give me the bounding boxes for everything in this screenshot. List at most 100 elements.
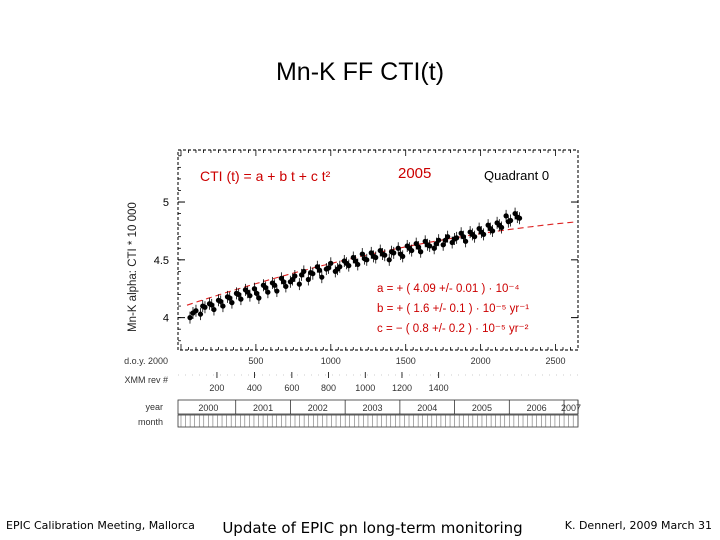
rev-tick-label: 600 — [284, 383, 299, 393]
data-point — [272, 282, 278, 288]
day-axis-label: d.o.y. 2000 — [124, 356, 168, 366]
data-point — [211, 306, 217, 313]
data-point — [283, 283, 289, 290]
data-point — [379, 251, 386, 257]
data-point — [433, 241, 440, 247]
y-tick-label: 5 — [163, 197, 169, 209]
data-point — [236, 291, 242, 298]
data-point — [463, 238, 469, 244]
day-tick-label: 1000 — [321, 356, 341, 366]
day-tick-label: 1500 — [396, 356, 416, 366]
data-point — [388, 249, 395, 255]
year-label: 2005 — [472, 403, 492, 413]
month-row — [177, 414, 579, 428]
data-point — [514, 214, 520, 220]
data-point — [440, 242, 446, 248]
month-row-label: month — [138, 417, 163, 427]
y-tick-label: 4 — [163, 313, 169, 325]
data-point — [298, 272, 305, 278]
y-axis-label: Mn-K alpha: CTI * 10 000 — [127, 202, 139, 332]
quadrant-label: Quadrant 0 — [484, 168, 549, 183]
data-point — [359, 251, 365, 257]
day-tick-label: 2000 — [471, 356, 491, 366]
data-point — [451, 236, 458, 242]
data-point — [218, 298, 224, 305]
param-b: b = + ( 1.6 +/- 0.1 ) · 10⁻⁵ yr⁻¹ — [377, 303, 529, 315]
data-point — [386, 257, 392, 263]
day-tick-label: 500 — [248, 356, 263, 366]
data-point — [334, 266, 341, 272]
data-point — [256, 295, 262, 301]
data-point — [460, 234, 466, 240]
data-point — [343, 260, 350, 266]
rev-tick-label: 800 — [321, 383, 336, 393]
data-point — [503, 213, 509, 219]
rev-tick-label: 1000 — [355, 383, 375, 393]
year-label: 2002 — [308, 403, 328, 413]
data-point — [227, 295, 233, 301]
data-point — [316, 267, 323, 273]
data-point — [296, 281, 302, 287]
year-2005-label: 2005 — [398, 165, 431, 182]
data-point — [254, 290, 260, 296]
year-label: 2006 — [527, 403, 547, 413]
data-point — [418, 249, 424, 255]
data-point — [415, 244, 422, 250]
data-point — [238, 296, 244, 302]
rev-tick-label: 200 — [209, 383, 224, 393]
data-point — [229, 300, 235, 306]
year-label: 2003 — [362, 403, 382, 413]
data-point — [200, 303, 206, 309]
footer-author-date: K. Dennerl, 2009 March 31 — [564, 519, 712, 532]
plot-frame — [177, 149, 579, 351]
year-label: 2007 — [561, 403, 581, 413]
data-point — [395, 245, 401, 251]
data-point — [352, 258, 359, 264]
data-point — [325, 265, 332, 271]
data-point — [290, 276, 296, 283]
data-point — [251, 286, 258, 292]
param-c: c = − ( 0.8 +/- 0.2 ) · 10⁻⁵ yr⁻² — [377, 323, 529, 335]
fit-equation: CTI (t) = a + b t + c t² — [200, 168, 331, 184]
data-point — [478, 229, 484, 235]
year-label: 2001 — [253, 403, 273, 413]
slide-title: Mn-K FF CTI(t) — [275, 58, 445, 86]
data-point — [187, 315, 193, 321]
data-point — [370, 253, 377, 259]
footer-meeting: EPIC Calibration Meeting, Mallorca — [6, 519, 195, 532]
y-tick-label: 4.5 — [154, 255, 169, 267]
year-row-label: year — [145, 402, 163, 412]
data-point — [469, 231, 475, 237]
data-point — [442, 237, 449, 243]
data-point — [328, 260, 334, 266]
data-point — [274, 288, 280, 294]
rev-tick-label: 1200 — [392, 383, 412, 393]
data-point — [424, 242, 431, 248]
data-point — [263, 284, 269, 291]
data-point — [361, 256, 368, 262]
day-tick-label: 2500 — [546, 356, 566, 366]
data-point — [505, 219, 511, 225]
data-point — [431, 245, 437, 251]
rev-tick-label: 1400 — [429, 383, 449, 393]
param-a: a = + ( 4.09 +/- 0.01 ) · 10⁻⁴ — [377, 283, 519, 295]
year-label: 2004 — [417, 403, 437, 413]
rev-axis-label: XMM rev # — [124, 375, 168, 385]
data-point — [197, 311, 204, 317]
data-point — [245, 289, 251, 295]
data-point — [190, 310, 196, 316]
footer-talk-title: Update of EPIC pn long-term monitoring — [222, 519, 523, 537]
data-point — [209, 302, 215, 308]
data-point — [307, 269, 314, 276]
data-point — [265, 289, 271, 295]
data-point — [319, 274, 325, 280]
data-point — [305, 276, 311, 283]
data-point — [496, 222, 502, 228]
year-label: 2000 — [198, 403, 218, 413]
data-point — [281, 279, 287, 285]
data-point — [397, 251, 404, 257]
rev-tick-label: 400 — [247, 383, 262, 393]
data-point — [220, 303, 226, 309]
data-point — [406, 245, 413, 251]
